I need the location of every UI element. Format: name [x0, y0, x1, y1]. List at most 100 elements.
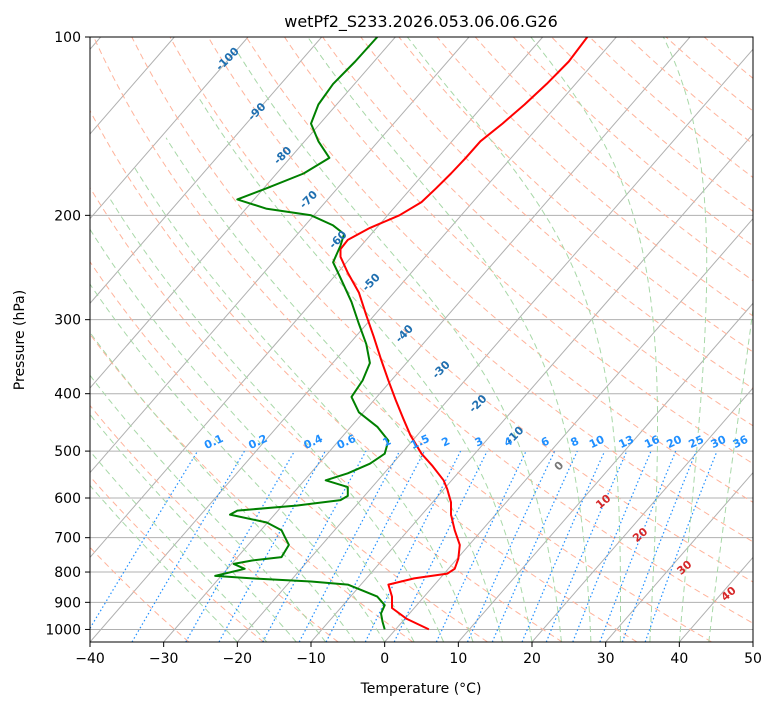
moist-adiabat-line — [662, 37, 708, 642]
mixing-ratio-label: 0.1 — [202, 432, 225, 452]
mixing-ratio-line — [393, 450, 488, 642]
mixing-ratio-label: 13 — [617, 433, 636, 451]
dry-adiabat-line — [284, 37, 753, 465]
mixing-ratio-label: 0.6 — [335, 432, 358, 452]
moist-adiabat-line — [198, 97, 533, 642]
mixing-ratio-line — [621, 450, 697, 642]
mixing-ratio-line — [185, 450, 296, 642]
x-tick-label: 30 — [597, 651, 615, 667]
moist-adiabat-line — [90, 484, 238, 642]
moist-adiabat-line — [406, 37, 621, 642]
mixing-ratio-line — [644, 450, 718, 642]
isotherm-line — [90, 37, 396, 389]
isotherm-line — [90, 37, 617, 642]
mixing-ratio-label: 0.4 — [302, 432, 325, 452]
isotherm-line — [531, 387, 753, 642]
moist-adiabat-line — [109, 198, 445, 642]
dry-adiabat-line — [90, 333, 414, 642]
dry-adiabat-label: 10 — [593, 492, 613, 512]
y-axis-label: Pressure (hPa) — [12, 290, 28, 390]
moist-adiabat-line — [165, 137, 503, 642]
dry-adiabat-line — [245, 37, 753, 503]
x-tick-label: 20 — [523, 651, 541, 667]
isotherm-line — [384, 217, 753, 642]
wet-bulb-label: -30 — [430, 358, 453, 381]
mixing-ratio-line — [466, 450, 556, 642]
dry-adiabat-line — [513, 37, 753, 247]
y-tick-label: 300 — [54, 313, 81, 329]
dry-adiabat-line — [474, 37, 753, 282]
chart-title: wetPf2_S233.2026.053.06.06.G26 — [284, 12, 558, 32]
wet-bulb-label: -60 — [326, 228, 349, 251]
x-axis-label: Temperature (°C) — [360, 681, 482, 697]
dry-adiabat-line — [90, 186, 563, 642]
mixing-ratio-line — [262, 450, 367, 642]
x-tick-label: 50 — [744, 651, 762, 667]
dry-adiabat-line — [93, 37, 712, 642]
plot-frame — [89, 36, 754, 643]
moist-adiabat-line — [708, 305, 753, 642]
isotherm-line — [605, 471, 753, 642]
mixing-ratio-line — [218, 450, 326, 642]
moist-adiabat-line — [237, 51, 562, 642]
mixing-ratio-label: 2 — [440, 434, 452, 449]
dry-adiabat-line — [322, 37, 753, 427]
temperature-profile-line — [339, 37, 589, 631]
dry-adiabat-line — [90, 109, 638, 642]
mixing-ratio-label: 1 — [381, 434, 393, 449]
moist-adiabat-line — [530, 37, 658, 642]
mixing-ratio-label: 36 — [731, 433, 751, 451]
y-tick-label: 600 — [54, 491, 81, 507]
isotherm-line — [236, 48, 753, 642]
x-tick-label: 40 — [670, 651, 688, 667]
mixing-ratio-label: 10 — [587, 433, 607, 451]
y-tick-label: 500 — [54, 444, 81, 460]
wet-bulb-label: -70 — [297, 188, 320, 211]
dry-adiabat-label: 20 — [630, 525, 650, 545]
x-tick-label: 0 — [380, 651, 389, 667]
dry-adiabat-line — [169, 37, 753, 583]
wet-bulb-label: -20 — [466, 392, 489, 415]
y-tick-label: 800 — [54, 565, 81, 581]
y-tick-label: 900 — [54, 595, 81, 611]
dry-adiabat-line — [90, 475, 264, 642]
mixing-ratio-line — [90, 450, 199, 630]
moist-adiabat-line — [307, 37, 592, 642]
wet-bulb-label: -40 — [393, 322, 416, 345]
dry-adiabat-label: 40 — [719, 584, 739, 604]
mixing-ratio-label: 8 — [569, 434, 581, 449]
isotherm-line — [90, 37, 249, 220]
mixing-ratio-line — [491, 450, 578, 642]
dry-adiabat-line — [703, 37, 753, 79]
background-lines — [90, 37, 753, 642]
y-tick-label: 200 — [54, 208, 81, 224]
dewpoint-profile-line — [214, 37, 390, 630]
isotherm-line — [90, 37, 470, 474]
isotherm-line — [90, 37, 544, 559]
mixing-ratio-label: 6 — [539, 434, 552, 449]
y-tick-label: 100 — [54, 30, 81, 46]
y-tick-label: 400 — [54, 387, 81, 403]
axes: −40 −30 −20 −10 0 10 20 30 40 5010020030040050060… — [45, 30, 762, 667]
x-tick-label: −30 — [149, 651, 179, 667]
moist-adiabat-line — [90, 413, 297, 642]
isotherm-line — [163, 37, 691, 642]
dry-adiabat-label: 30 — [674, 558, 694, 578]
x-tick-label: −40 — [75, 651, 105, 667]
mixing-ratio-line — [545, 450, 628, 642]
y-tick-label: 700 — [54, 531, 81, 547]
moist-adiabat-line — [134, 167, 474, 642]
dry-adiabat-line — [398, 37, 753, 353]
mixing-ratio-label: 20 — [664, 433, 684, 451]
mixing-ratio-line — [435, 450, 527, 642]
line-labels: 0.1 0.2 0.4 0.6 1 1.5 2 3 4 6 8 10 13 16 20 25 30 36-100-… — [202, 44, 750, 603]
mixing-ratio-label: 16 — [642, 433, 662, 451]
moist-adiabat-line — [90, 283, 386, 642]
isotherm-line — [457, 302, 753, 642]
mixing-ratio-label: 25 — [687, 433, 706, 451]
isotherm-line — [310, 133, 753, 642]
wet-bulb-label: 0 — [552, 458, 567, 473]
dry-adiabat-line — [131, 37, 753, 624]
moist-adiabat-line — [90, 450, 268, 642]
